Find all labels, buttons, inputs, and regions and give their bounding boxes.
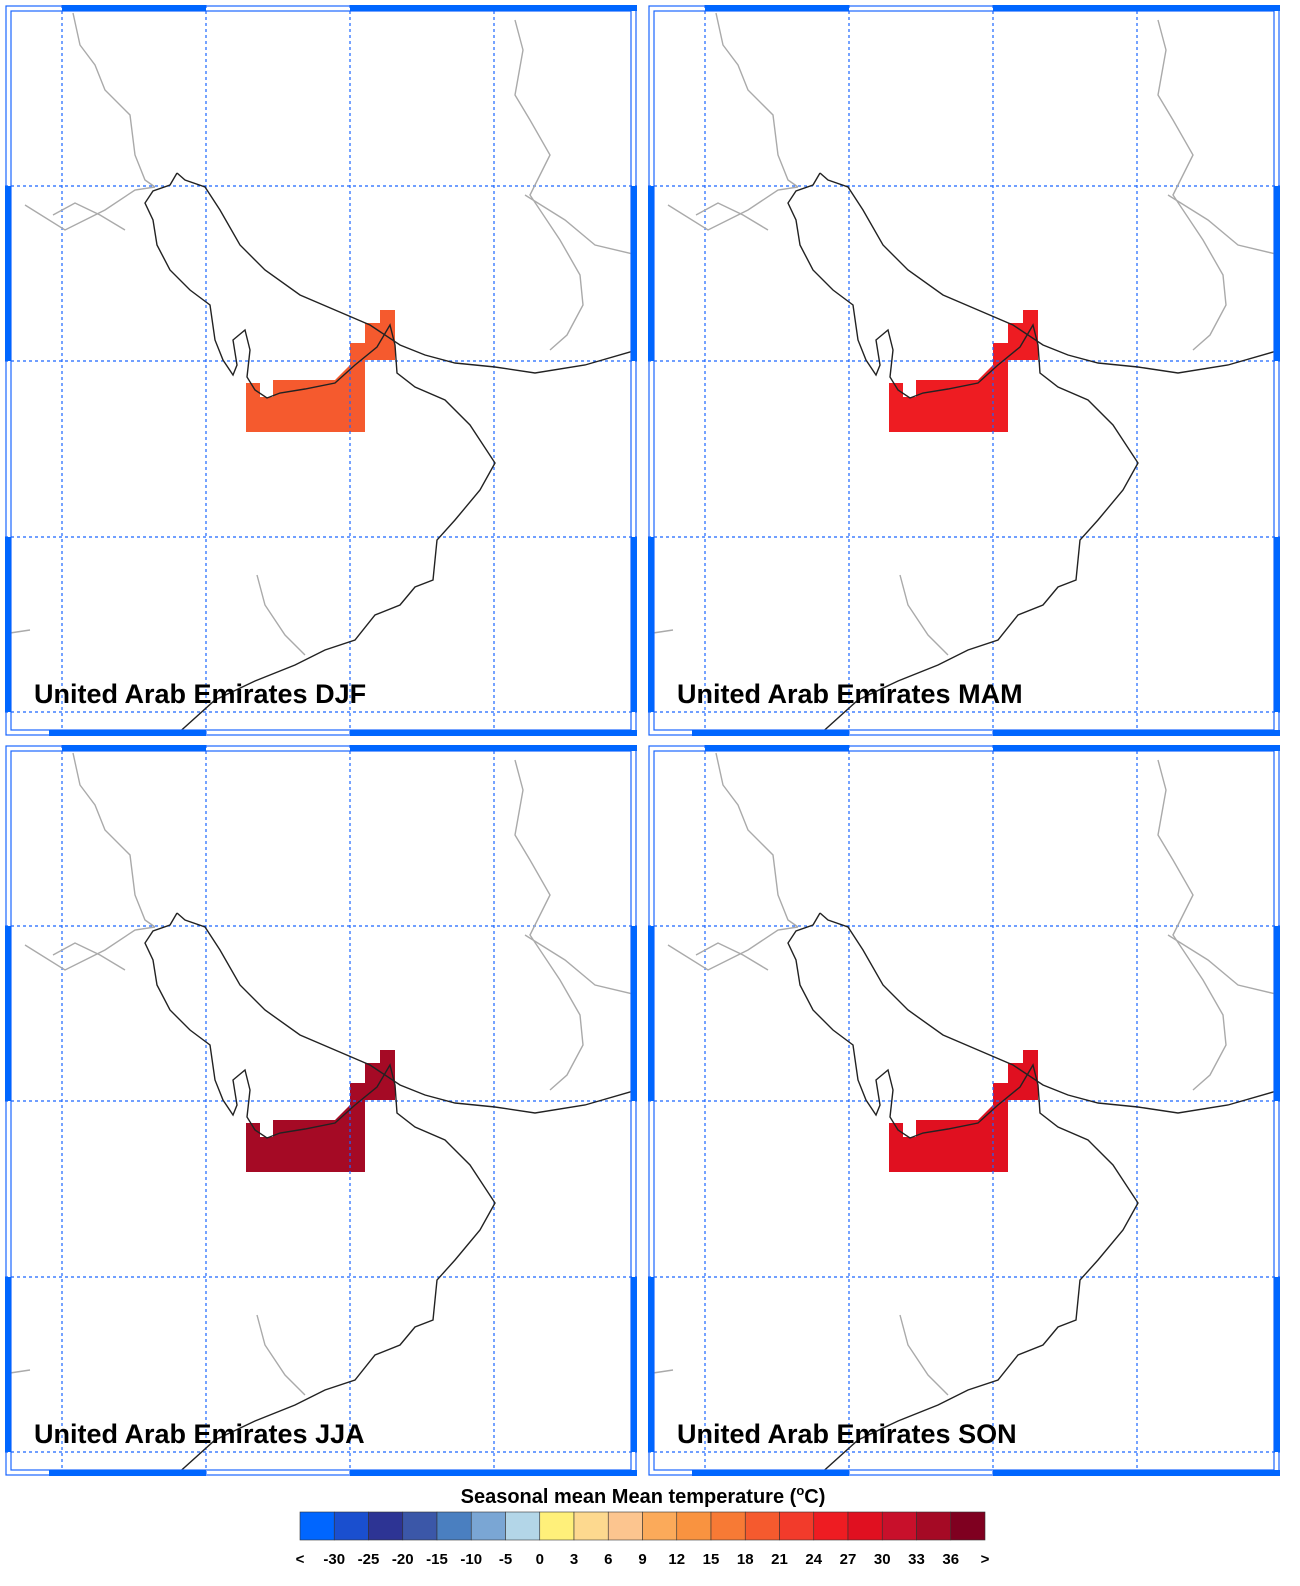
color-box bbox=[642, 1511, 678, 1541]
color-box bbox=[607, 1511, 643, 1541]
color-box bbox=[847, 1511, 883, 1541]
color-box bbox=[676, 1511, 712, 1541]
color-box bbox=[368, 1511, 404, 1541]
panel-bg bbox=[5, 5, 637, 736]
color-box bbox=[436, 1511, 472, 1541]
colorbar-label: -5 bbox=[499, 1551, 512, 1568]
color-box bbox=[950, 1511, 986, 1541]
map-panel: United Arab Emirates DJF bbox=[5, 5, 637, 736]
colorbar-label: 21 bbox=[771, 1551, 788, 1568]
colorbar-label: 6 bbox=[604, 1551, 612, 1568]
color-box bbox=[470, 1511, 506, 1541]
color-box bbox=[881, 1511, 917, 1541]
map-panel: United Arab Emirates JJA bbox=[5, 745, 637, 1476]
map-panel: United Arab Emirates MAM bbox=[648, 5, 1280, 736]
colorbar-label: 30 bbox=[874, 1551, 891, 1568]
colorbar-label: 12 bbox=[668, 1551, 685, 1568]
region-fill bbox=[889, 310, 1038, 432]
colorbar-label: -15 bbox=[426, 1551, 448, 1568]
panel-title: United Arab Emirates MAM bbox=[677, 679, 1023, 709]
panel-bg bbox=[5, 745, 637, 1476]
color-box bbox=[402, 1511, 438, 1541]
color-box bbox=[333, 1511, 369, 1541]
map-panel: United Arab Emirates SON bbox=[648, 745, 1280, 1476]
colorbar-label: 15 bbox=[703, 1551, 720, 1568]
colorbar-label: -30 bbox=[323, 1551, 345, 1568]
colorbar-label: 33 bbox=[908, 1551, 925, 1568]
color-box bbox=[813, 1511, 849, 1541]
colorbar-label: -20 bbox=[392, 1551, 414, 1568]
panel-title: United Arab Emirates SON bbox=[677, 1419, 1017, 1449]
colorbar-label: 9 bbox=[638, 1551, 646, 1568]
colorbar-label: 0 bbox=[536, 1551, 544, 1568]
color-box bbox=[539, 1511, 575, 1541]
color-box bbox=[505, 1511, 541, 1541]
colorbar-label: -25 bbox=[358, 1551, 380, 1568]
colorbar-label: 24 bbox=[805, 1551, 822, 1568]
panel-bg bbox=[648, 745, 1280, 1476]
colorbar-label: > bbox=[981, 1551, 990, 1568]
colorbar-label: 27 bbox=[840, 1551, 857, 1568]
colorbar-label: -10 bbox=[460, 1551, 482, 1568]
color-box bbox=[299, 1511, 335, 1541]
colorbar-title: Seasonal mean Mean temperature (oC) bbox=[461, 1483, 826, 1508]
superscript: o bbox=[796, 1483, 804, 1498]
panel-title: United Arab Emirates DJF bbox=[34, 679, 366, 709]
title-part: C) bbox=[804, 1486, 825, 1508]
color-box bbox=[916, 1511, 952, 1541]
color-box bbox=[744, 1511, 780, 1541]
region-fill bbox=[246, 310, 395, 432]
region-fill bbox=[889, 1050, 1038, 1172]
colorbar-label: 3 bbox=[570, 1551, 578, 1568]
colorbar-label: < bbox=[296, 1551, 305, 1568]
colorbar-label: 18 bbox=[737, 1551, 754, 1568]
panel-title: United Arab Emirates JJA bbox=[34, 1419, 365, 1449]
title-part: Seasonal mean Mean temperature ( bbox=[461, 1486, 797, 1508]
region-fill bbox=[246, 1050, 395, 1172]
colorbar-label: 36 bbox=[942, 1551, 959, 1568]
color-box bbox=[779, 1511, 815, 1541]
panel-bg bbox=[648, 5, 1280, 736]
color-box bbox=[710, 1511, 746, 1541]
color-box bbox=[573, 1511, 609, 1541]
